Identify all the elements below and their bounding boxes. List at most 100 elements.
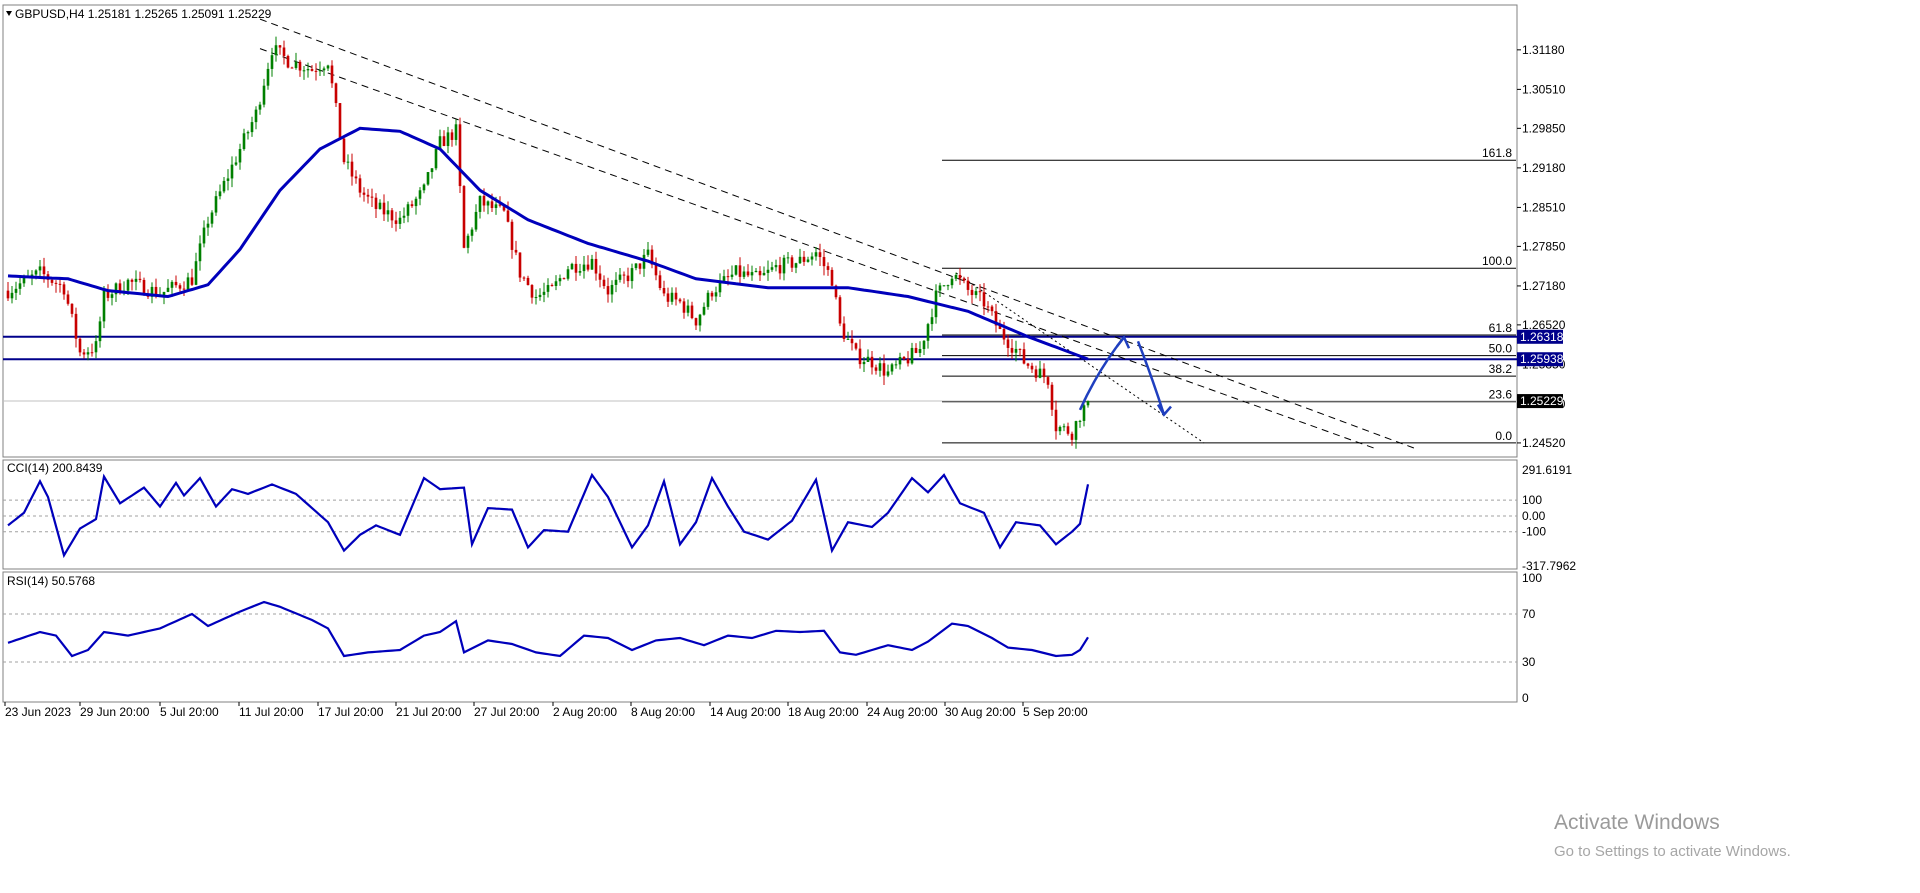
- candle-body: [126, 279, 130, 291]
- candle-body: [1014, 348, 1018, 353]
- candle-body: [102, 289, 106, 322]
- candle-body: [306, 69, 310, 71]
- candle-body: [398, 217, 402, 224]
- symbol-dropdown-triangle-icon[interactable]: [6, 11, 12, 16]
- candle-body: [434, 148, 438, 169]
- candle-body: [966, 280, 970, 290]
- candle-body: [862, 361, 866, 365]
- candle-body: [786, 257, 790, 259]
- candle-body: [150, 286, 154, 297]
- cci-tick-label: -317.7962: [1522, 559, 1576, 573]
- candle-body: [1054, 409, 1058, 432]
- candle-body: [258, 104, 262, 110]
- price-tick-label: 1.27180: [1522, 279, 1566, 293]
- candle-body: [542, 291, 546, 295]
- candle-body: [710, 292, 714, 297]
- candle-body: [298, 61, 302, 71]
- candle-body: [474, 211, 478, 230]
- candle-body: [466, 235, 470, 248]
- candle-body: [922, 340, 926, 350]
- candle-body: [958, 274, 962, 279]
- candle-body: [930, 317, 934, 325]
- candle-body: [50, 279, 54, 283]
- candle-body: [10, 292, 14, 299]
- candle-body: [742, 271, 746, 277]
- candle-body: [518, 252, 522, 278]
- candle-body: [430, 168, 434, 173]
- time-tick-label: 21 Jul 20:00: [396, 705, 462, 719]
- candle-body: [482, 195, 486, 206]
- price-tick-label: 1.28510: [1522, 200, 1566, 214]
- rsi-line[interactable]: [7, 600, 1089, 658]
- candle-body: [522, 277, 526, 279]
- candle-body: [698, 314, 702, 326]
- candle-body: [1026, 363, 1030, 366]
- candle-body: [506, 210, 510, 222]
- candle-body: [90, 352, 94, 354]
- candle-body: [702, 306, 706, 315]
- candle-body: [302, 70, 306, 72]
- candle-body: [6, 290, 10, 299]
- candle-body: [666, 293, 670, 302]
- fib-level-label: 50.0: [1489, 342, 1513, 356]
- candle-body: [678, 299, 682, 302]
- candle-body: [654, 264, 658, 276]
- price-panel-frame[interactable]: [2, 4, 1518, 458]
- candle-body: [606, 286, 610, 295]
- projection-arrow-down[interactable]: [1136, 340, 1166, 415]
- candle-body: [502, 205, 506, 211]
- candle-body: [594, 258, 598, 274]
- candle-body: [982, 292, 986, 307]
- candle-body: [266, 68, 270, 86]
- candle-body: [834, 285, 838, 298]
- candle-body: [1078, 420, 1082, 422]
- candle-body: [450, 132, 454, 140]
- candle-body: [14, 288, 18, 293]
- price-badge: [1517, 352, 1563, 367]
- candle-body: [130, 279, 134, 282]
- candle-body: [954, 274, 958, 279]
- trendline[interactable]: [259, 18, 1417, 450]
- price-tick-label: 1.26520: [1522, 318, 1566, 332]
- candle-body: [1002, 329, 1006, 340]
- candle-body: [174, 281, 178, 286]
- candle-body: [774, 265, 778, 268]
- time-tick-label: 30 Aug 20:00: [945, 705, 1016, 719]
- candle-body: [318, 70, 322, 72]
- candle-body: [1058, 426, 1062, 432]
- candle-body: [42, 266, 46, 275]
- candle-body: [370, 196, 374, 198]
- candle-body: [970, 289, 974, 296]
- candle-body: [214, 196, 218, 213]
- candle-body: [870, 356, 874, 368]
- candle-body: [34, 270, 38, 275]
- cci-panel-frame[interactable]: [2, 459, 1518, 570]
- price-tick-label: 1.24520: [1522, 436, 1566, 450]
- candle-body: [110, 294, 114, 298]
- time-tick-label: 5 Sep 20:00: [1023, 705, 1088, 719]
- candle-body: [962, 278, 966, 281]
- candle-body: [818, 252, 822, 258]
- candle-body: [1038, 368, 1042, 378]
- candle-body: [246, 132, 250, 134]
- cci-tick-label: 291.6191: [1522, 463, 1572, 477]
- candle-body: [1070, 433, 1074, 440]
- candle-body: [86, 352, 90, 355]
- candle-body: [1022, 349, 1026, 364]
- candle-body: [530, 285, 534, 298]
- cci-line[interactable]: [7, 472, 1090, 559]
- candle-body: [262, 85, 266, 105]
- cci-tick-label: 100: [1522, 493, 1542, 507]
- fib-level-label: 100.0: [1482, 254, 1512, 268]
- time-tick-label: 17 Jul 20:00: [318, 705, 384, 719]
- candle-body: [438, 136, 442, 149]
- trendline[interactable]: [259, 48, 1377, 450]
- price-tick-label: 1.29180: [1522, 161, 1566, 175]
- candle-body: [354, 176, 358, 179]
- candle-body: [362, 192, 366, 195]
- candle-body: [74, 313, 78, 339]
- candle-body: [642, 254, 646, 269]
- moving-average-line[interactable]: [7, 126, 1089, 361]
- candle-body: [1042, 368, 1046, 378]
- candle-body: [914, 347, 918, 353]
